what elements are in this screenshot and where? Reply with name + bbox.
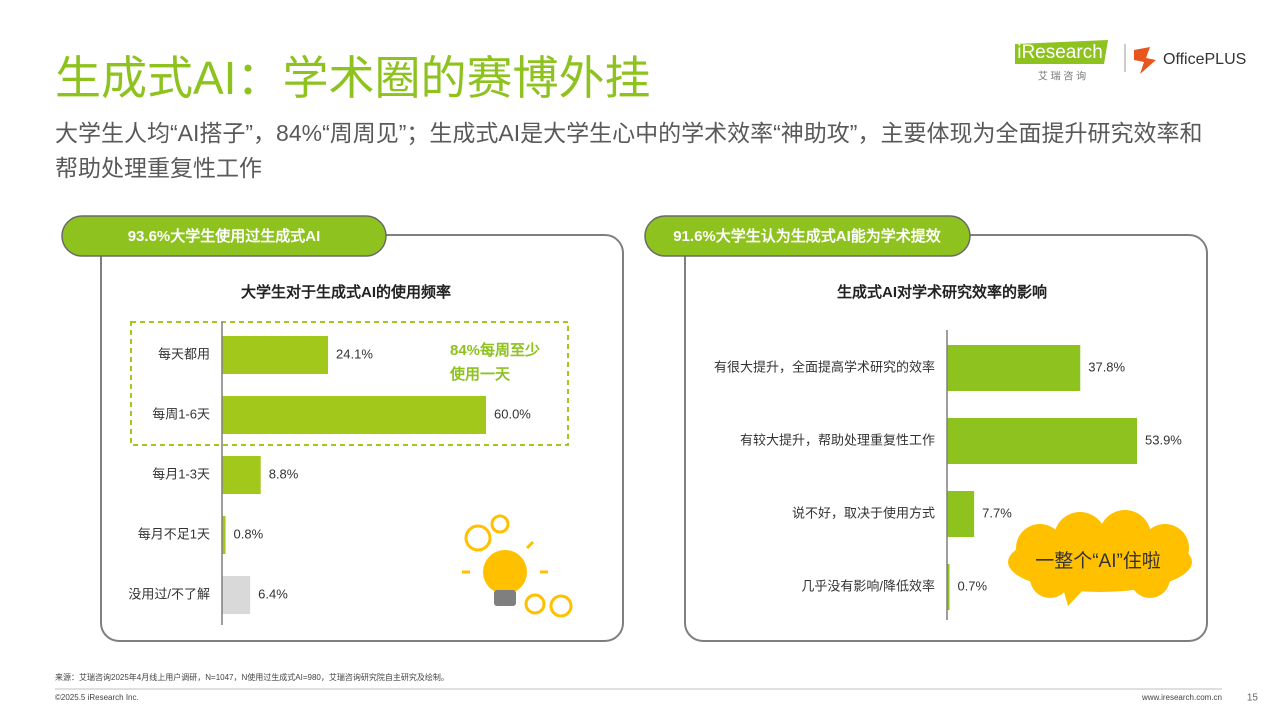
subtitle: 大学生人均“AI搭子”，84%“周周见”；生成式AI是大学生心中的学术效率“神助… xyxy=(55,120,1203,181)
value-label: 7.7% xyxy=(982,505,1012,520)
logo: iResearch xyxy=(1017,42,1103,63)
highlight-box xyxy=(130,321,569,446)
bar xyxy=(947,345,1081,391)
bar xyxy=(222,456,261,494)
value-label: 53.9% xyxy=(1145,432,1182,447)
source: 来源：艾瑞咨询2025年4月线上用户调研，N=1047，N使用过生成式AI=98… xyxy=(55,672,449,682)
url: www.iresearch.com.cn xyxy=(1141,693,1222,702)
category-label: 有很大提升，全面提高学术研究的效率 xyxy=(714,359,935,374)
bar xyxy=(947,418,1137,464)
value-label: 37.8% xyxy=(1088,359,1125,374)
partner-icon xyxy=(1134,47,1156,74)
value-label: 60.0% xyxy=(494,406,531,421)
category-label: 每月不足1天 xyxy=(138,526,210,541)
tag-pill xyxy=(644,215,971,257)
bar xyxy=(222,396,486,434)
bar xyxy=(222,336,329,374)
category-label: 有较大提升，帮助处理重复性工作 xyxy=(740,432,935,447)
annotation: 使用一天 xyxy=(449,365,511,383)
annotation: 84%每周至少 xyxy=(450,341,540,359)
bar xyxy=(947,491,975,537)
value-label: 0.8% xyxy=(234,526,264,541)
category-label: 说不好，取决于使用方式 xyxy=(792,505,935,520)
title: 生成式AI：学术圈的赛博外挂 xyxy=(55,52,651,104)
tag: 91.6%大学生认为生成式AI能为学术提效 xyxy=(673,227,942,245)
cloud xyxy=(1008,510,1192,606)
category-label: 几乎没有影响/降低效率 xyxy=(801,578,935,593)
category-label: 没用过/不了解 xyxy=(128,586,210,601)
category-label: 每月1-3天 xyxy=(152,466,210,481)
chart-title: 生成式AI对学术研究效率的影响 xyxy=(837,283,1047,301)
page-number: 15 xyxy=(1247,693,1259,704)
logo-badge xyxy=(1015,40,1108,64)
chart-title: 大学生对于生成式AI的使用频率 xyxy=(241,283,451,301)
category-label: 每天都用 xyxy=(158,346,210,361)
value-label: 8.8% xyxy=(269,466,299,481)
tag-pill xyxy=(61,215,387,257)
bulb-icon xyxy=(462,514,573,618)
partner: OfficePLUS xyxy=(1163,51,1246,68)
bar xyxy=(222,516,226,554)
bar xyxy=(222,576,251,614)
bar xyxy=(947,564,950,610)
annotation: 一整个“AI”住啦 xyxy=(1035,550,1161,572)
value-label: 24.1% xyxy=(336,346,373,361)
category-label: 每周1-6天 xyxy=(152,406,210,421)
copyright: ©2025.5 iResearch Inc. xyxy=(55,693,139,702)
value-label: 0.7% xyxy=(957,578,987,593)
value-label: 6.4% xyxy=(258,586,288,601)
tag: 93.6%大学生使用过生成式AI xyxy=(128,227,321,245)
logo-sub: 艾 瑞 咨 询 xyxy=(1038,70,1086,83)
